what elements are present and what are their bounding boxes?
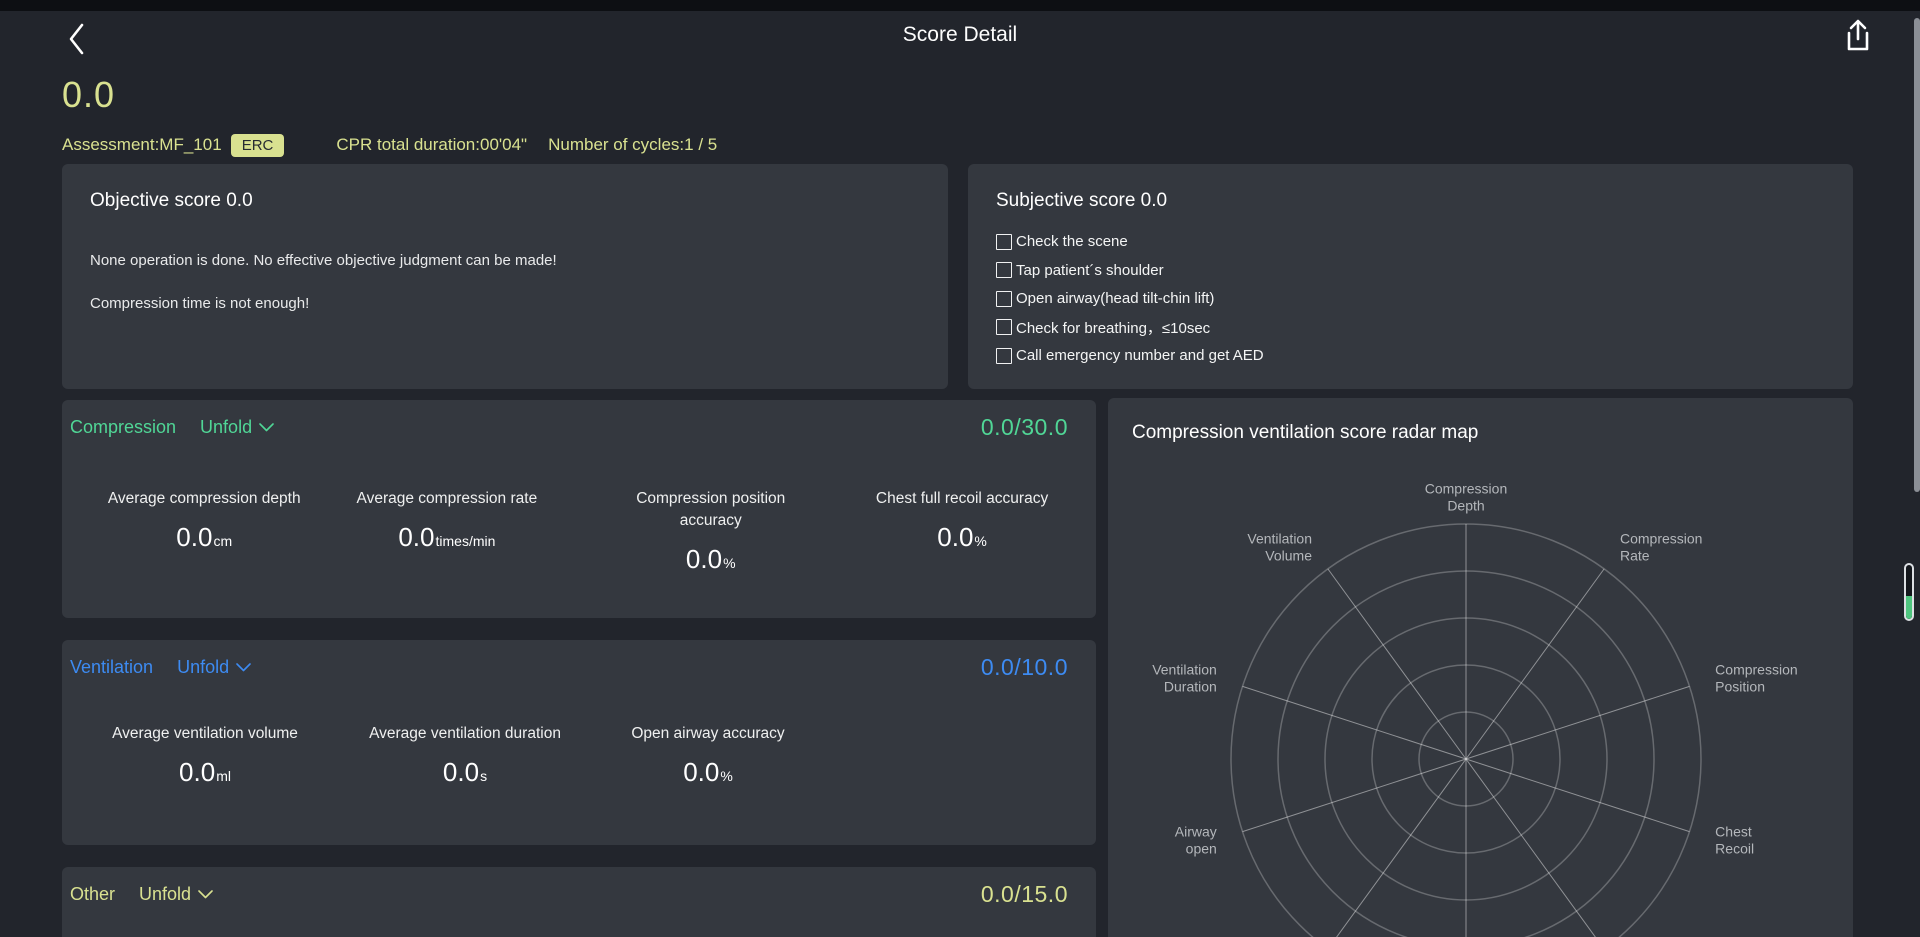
share-icon: [1847, 19, 1869, 50]
metric-value: 0.0%: [937, 522, 987, 552]
objective-message: None operation is done. No effective obj…: [90, 252, 557, 269]
number-of-cycles: Number of cycles:1 / 5: [548, 135, 718, 154]
metric-unit: times/min: [435, 533, 496, 549]
metric-label: Average compression depth: [107, 490, 301, 507]
chevron-down-icon: [236, 663, 251, 672]
cpr-total-duration: CPR total duration:00'04": [336, 135, 528, 154]
checklist-item-label: Call emergency number and get AED: [1016, 347, 1264, 364]
checklist-item: Open airway(head tilt-chin lift): [996, 290, 1825, 307]
metric-label: Open airway accuracy: [631, 725, 785, 742]
checkbox[interactable]: [996, 233, 1012, 250]
checkbox[interactable]: [996, 262, 1012, 278]
scroll-progress-fill: [1906, 596, 1912, 619]
metric-value: 0.0ml: [179, 757, 231, 787]
ventilation-section: Ventilation Unfold 0.0/10.0 Average vent…: [62, 640, 1096, 845]
checklist-item: Call emergency number and get AED: [996, 347, 1825, 364]
checklist-item-label: Open airway(head tilt-chin lift): [1016, 290, 1215, 307]
compression-score: 0.0/30.0: [980, 414, 1068, 440]
metric-label: Average compression rate: [356, 490, 538, 507]
metric: Average compression rate 0.0times/min: [328, 488, 565, 575]
metric-unit: cm: [213, 533, 233, 549]
other-section: Other Unfold 0.0/15.0: [62, 867, 1096, 937]
unfold-label: Unfold: [139, 884, 192, 904]
metric-value: 0.0%: [683, 757, 733, 787]
checklist-item: Tap patient´s shoulder: [996, 262, 1825, 279]
metric-unit: %: [974, 533, 987, 549]
checklist-item: Check the scene: [996, 233, 1825, 250]
total-score: 0.0: [62, 74, 116, 115]
page-title: Score Detail: [902, 23, 1018, 46]
subjective-score-title: Subjective score 0.0: [996, 190, 1168, 211]
share-button[interactable]: [1838, 15, 1878, 59]
radar-chart: Compression Depth Compression Rate Compressi…: [1152, 481, 1798, 937]
protocol-badge: ERC: [230, 133, 285, 157]
radar-map-panel: Compression ventilation score radar map …: [1108, 398, 1853, 937]
scrollbar-thumb[interactable]: [1914, 18, 1920, 492]
other-score: 0.0/15.0: [980, 881, 1068, 907]
objective-score-title: Objective score 0.0: [90, 190, 253, 211]
compression-unfold-toggle[interactable]: Unfold: [200, 414, 274, 441]
checklist-item: Check for breathing，≤10sec: [996, 319, 1825, 337]
back-button[interactable]: [56, 19, 96, 61]
metric: Open airway accuracy 0.0%: [600, 723, 816, 788]
metric-value: 0.0cm: [176, 522, 233, 552]
metric-label: Compression position accuracy: [636, 490, 786, 529]
scroll-progress-capsule[interactable]: [1904, 563, 1914, 621]
metric-unit: %: [723, 555, 736, 571]
checklist-item-label: Check the scene: [1016, 233, 1128, 250]
metric: Average ventilation duration 0.0s: [330, 723, 600, 788]
compression-section-title: Compression: [70, 417, 177, 437]
unfold-label: Unfold: [177, 657, 230, 677]
other-section-title: Other: [70, 884, 116, 904]
assessment-name: Assessment:MF_101: [62, 135, 222, 154]
assessment-row: Assessment:MF_101 ERC CPR total duration…: [62, 130, 717, 160]
metric-label: Chest full recoil accuracy: [875, 490, 1049, 507]
metric-value: 0.0times/min: [398, 522, 496, 552]
metric-unit: %: [720, 768, 733, 784]
metric-label: Average ventilation duration: [369, 725, 561, 742]
metric-value: 0.0%: [685, 544, 736, 574]
other-unfold-toggle[interactable]: Unfold: [139, 881, 213, 908]
checklist-item-label: Check for breathing，≤10sec: [1016, 319, 1211, 337]
metric-unit: s: [480, 768, 488, 784]
compression-section: Compression Unfold 0.0/30.0 Average comp…: [62, 400, 1096, 618]
radar-map-title: Compression ventilation score radar map: [1132, 422, 1479, 443]
back-chevron-icon: [69, 23, 84, 54]
metric: Chest full recoil accuracy 0.0%: [856, 488, 1068, 575]
checkbox[interactable]: [996, 347, 1012, 364]
checklist-item-label: Tap patient´s shoulder: [1016, 261, 1164, 279]
chevron-down-icon: [198, 890, 213, 899]
top-strip: [0, 0, 1920, 11]
metric: Average ventilation volume 0.0ml: [80, 723, 330, 788]
unfold-label: Unfold: [200, 417, 253, 437]
ventilation-section-title: Ventilation: [70, 657, 154, 677]
header: Score Detail: [0, 11, 1920, 69]
metric: Average compression depth 0.0cm: [80, 488, 328, 575]
chevron-down-icon: [259, 423, 274, 432]
metric-value: 0.0s: [442, 757, 488, 787]
objective-message: Compression time is not enough!: [90, 295, 310, 312]
metric: Compression position accuracy 0.0%: [565, 488, 856, 575]
ventilation-unfold-toggle[interactable]: Unfold: [177, 654, 251, 681]
ventilation-score: 0.0/10.0: [980, 654, 1068, 680]
metric-unit: ml: [216, 768, 231, 784]
checkbox[interactable]: [996, 290, 1012, 307]
subjective-checklist: Check the scene Tap patient´s shoulder O…: [996, 233, 1825, 364]
metric-label: Average ventilation volume: [112, 725, 298, 742]
subjective-score-panel: Subjective score 0.0 Check the scene Tap…: [968, 164, 1853, 389]
objective-score-panel: Objective score 0.0 None operation is do…: [62, 164, 948, 389]
checkbox[interactable]: [996, 319, 1012, 335]
